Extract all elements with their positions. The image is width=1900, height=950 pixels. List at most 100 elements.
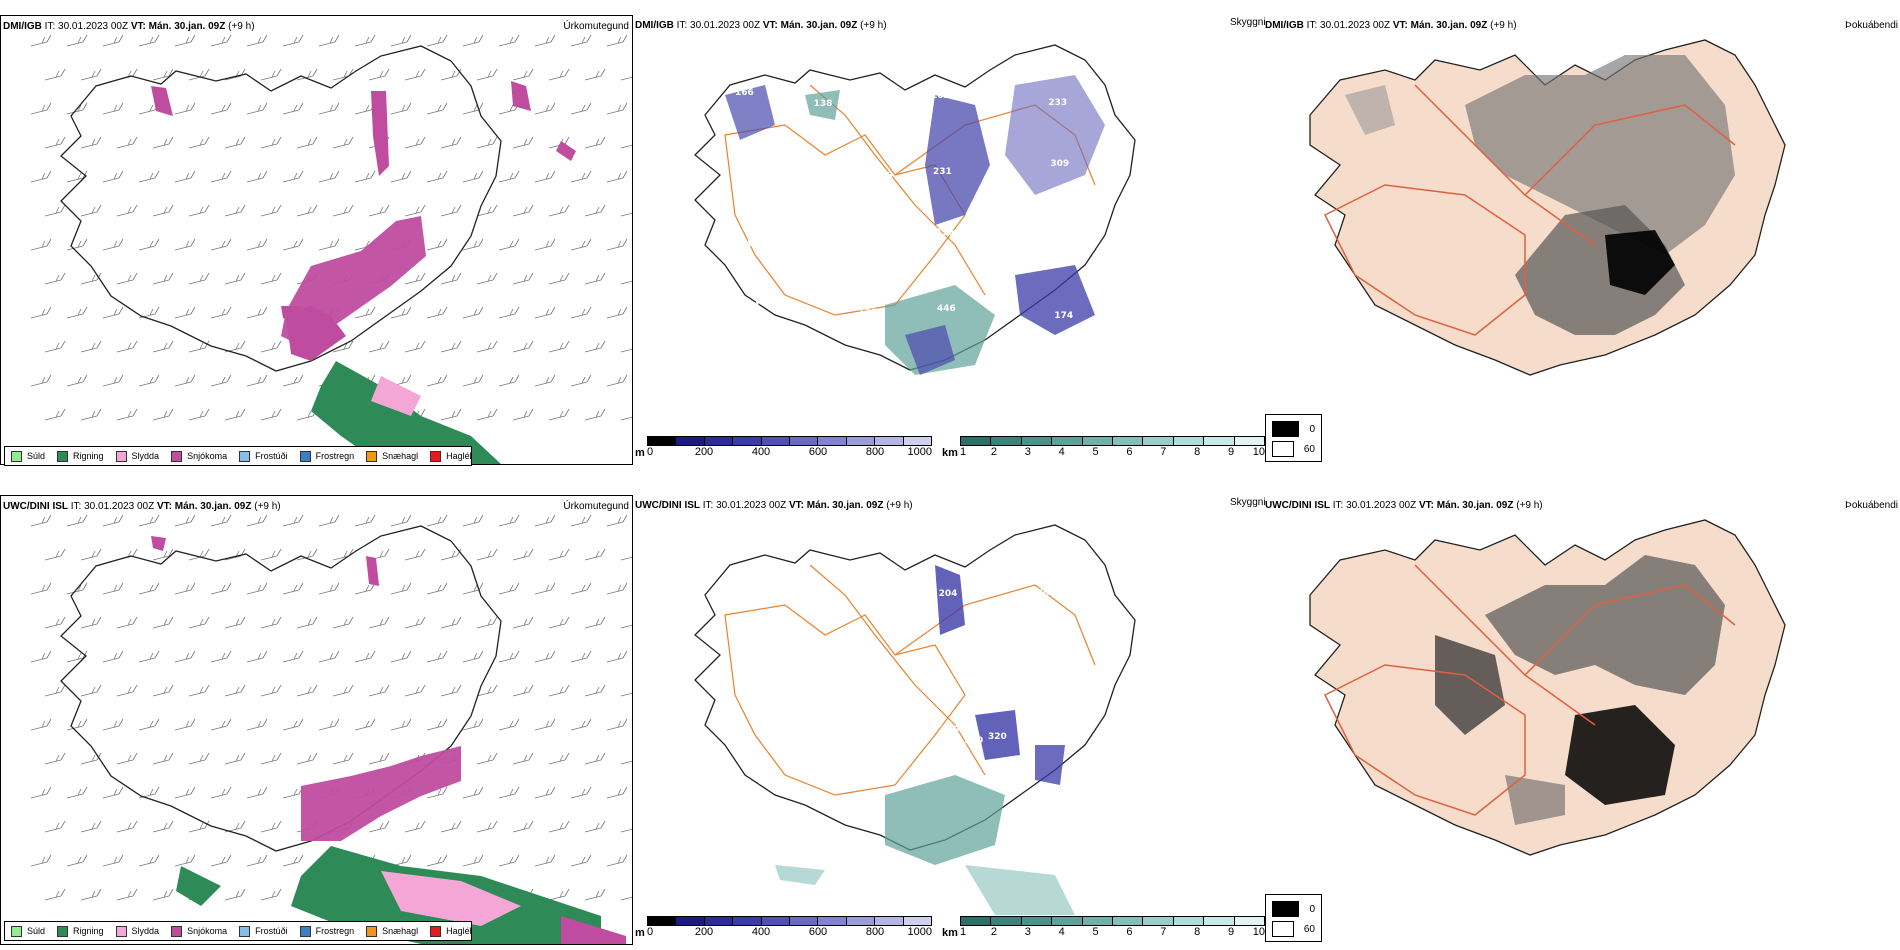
panel-header: UWC/DINI ISL IT: 30.01.2023 00Z VT: Mán.…: [635, 500, 913, 511]
wind-barb: [44, 204, 66, 217]
colorbar-tick: 400: [751, 446, 771, 458]
wind-barb: [260, 68, 282, 81]
wind-barb: [318, 514, 340, 527]
vt-value: Mán. 30.jan. 09Z: [780, 20, 858, 31]
panel-header: UWC/DINI ISL IT: 30.01.2023 00Z VT: Mán.…: [3, 501, 281, 512]
legend-items-row2: Súld Rigning Slydda Snjókoma Frostúði Frostre…: [11, 925, 484, 937]
wind-barb: [260, 548, 282, 561]
wind-barb: [282, 238, 304, 251]
ceiling-colorbar-cells: [647, 436, 932, 446]
wind-barb: [620, 692, 632, 697]
legend-swatch: [239, 925, 251, 937]
wind-barb: [498, 718, 520, 731]
visibility-panel-row1: DMI/IGB IT: 30.01.2023 00Z VT: Mán. 30.j…: [635, 15, 1266, 465]
wind-barb: [390, 102, 412, 115]
it-value: 30.01.2023 00Z: [84, 501, 155, 512]
legend-swatch: [57, 925, 69, 937]
wind-barb: [102, 582, 124, 595]
wind-barb: [354, 514, 376, 527]
wind-barb: [80, 68, 102, 81]
wind-barb: [44, 752, 66, 765]
legend-item: Frostregn: [299, 450, 354, 462]
wind-barb: [368, 616, 390, 629]
wind-barb: [606, 786, 628, 799]
wind-barb: [404, 820, 426, 833]
wind-barb: [44, 136, 66, 149]
legend-item: Slydda: [115, 925, 159, 937]
wind-barb: [174, 170, 196, 183]
wind-barb: [152, 68, 174, 81]
wind-barb: [80, 888, 102, 901]
ceiling-value-label: 348: [739, 240, 758, 250]
wind-barb: [584, 752, 606, 765]
lead-time: (+9 h): [254, 501, 281, 512]
legend-swatch: [430, 450, 442, 462]
rain-area-southwest: [176, 866, 221, 906]
ceiling-colorbar: 0 200 400 600 800 1000: [647, 436, 932, 458]
wind-barb: [210, 514, 232, 527]
wind-barb: [30, 34, 52, 47]
wind-barb: [404, 204, 426, 217]
wind-barb: [44, 408, 66, 421]
colorbar-cell: [1204, 437, 1235, 445]
wind-barb: [260, 684, 282, 697]
wind-barb: [44, 684, 66, 697]
ceiling-value-label: 110: [994, 239, 1013, 249]
coastline: [60, 45, 502, 372]
wind-barb: [210, 582, 232, 595]
wind-barb: [440, 204, 462, 217]
colorbar-cell: [1234, 437, 1265, 445]
wind-barb: [570, 170, 592, 183]
wind-barb: [152, 752, 174, 765]
colorbar-cell: [648, 917, 677, 925]
wind-barb: [116, 616, 138, 629]
it-label: IT:: [702, 500, 714, 511]
wind-barb: [174, 582, 196, 595]
model-name: UWC/DINI ISL: [1265, 500, 1330, 511]
wind-barb: [462, 170, 484, 183]
ceiling-value-label: 108: [1033, 588, 1052, 598]
model-name: DMI/IGB: [1265, 20, 1304, 31]
wind-barb: [498, 786, 520, 799]
precip-legend: Súld Rigning Slydda Snjókoma Frostúði Frostre…: [4, 921, 472, 941]
wind-barb: [512, 820, 534, 833]
colorbar-tick: 10: [1252, 446, 1265, 458]
ceiling-value-label: 204: [939, 589, 958, 599]
colorbar-cell: [761, 917, 791, 925]
wind-barb: [152, 136, 174, 149]
colorbar-cell: [761, 437, 791, 445]
colorbar-tick: 10: [1252, 926, 1265, 938]
wind-barb: [498, 514, 520, 527]
wind-barb: [426, 306, 448, 319]
wind-barb: [318, 650, 340, 663]
wind-barb: [138, 514, 160, 527]
legend-item: Snjókoma: [171, 925, 227, 937]
snow-area-south-2: [286, 306, 346, 361]
visibility-map: 150 204 58 158 137 108 844 190 200 320: [694, 524, 1136, 915]
wind-barb: [390, 718, 412, 731]
legend-item: Súld: [11, 925, 45, 937]
wind-barb: [138, 786, 160, 799]
wind-barb: [174, 650, 196, 663]
lead-time: (+9 h): [228, 21, 255, 32]
wind-barb: [66, 786, 88, 799]
ceiling-value-label: 190: [941, 725, 960, 735]
panel-header: DMI/IGB IT: 30.01.2023 00Z VT: Mán. 30.j…: [3, 21, 255, 32]
visibility-colorbar: 1 2 3 4 5 6 7 8 9 10: [960, 916, 1265, 938]
wind-barb: [462, 718, 484, 731]
wind-barb: [584, 408, 606, 421]
legend-item: Rigning: [57, 925, 104, 937]
colorbar-cell: [846, 917, 876, 925]
colorbar-tick: 5: [1092, 446, 1099, 458]
vt-value: Mán. 30.jan. 09Z: [148, 21, 226, 32]
colorbar-cell: [1173, 437, 1205, 445]
wind-barb: [476, 752, 498, 765]
wind-barb: [80, 820, 102, 833]
wind-barb: [534, 718, 556, 731]
it-label: IT:: [1306, 20, 1318, 31]
fog-legend: 0 60: [1265, 414, 1322, 462]
wind-barb: [224, 408, 246, 421]
wind-barb: [30, 374, 52, 387]
wind-barb: [188, 340, 210, 353]
wind-barb: [174, 718, 196, 731]
